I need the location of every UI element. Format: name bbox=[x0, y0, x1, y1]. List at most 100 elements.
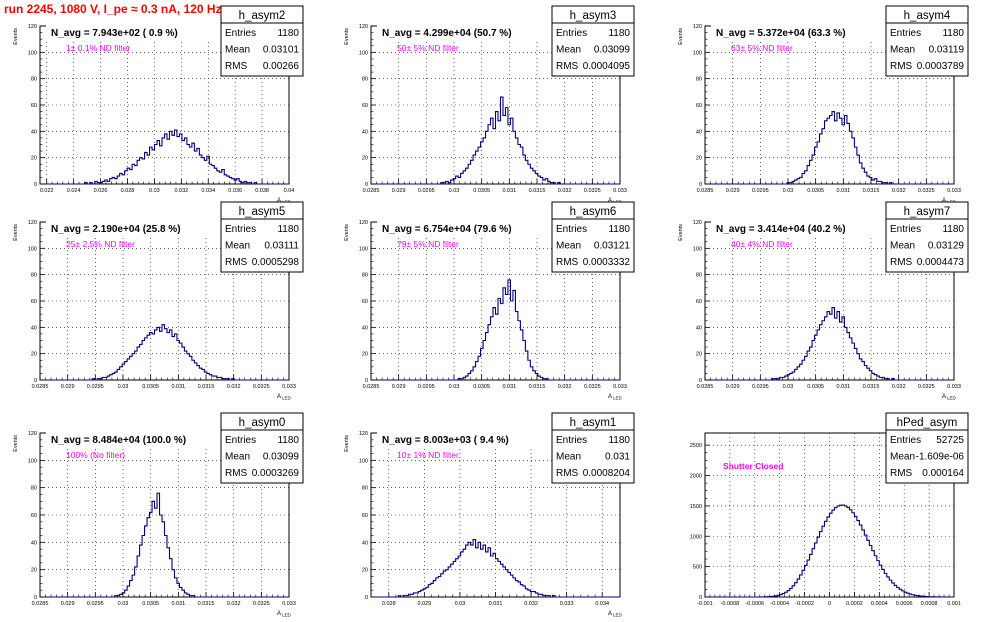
x-tick-label: 0.032 bbox=[227, 601, 241, 607]
y-axis-label: Events bbox=[678, 224, 684, 241]
stat-value-rms: 0.0008204 bbox=[583, 468, 631, 479]
x-tick-label: -0.0002 bbox=[795, 601, 814, 607]
histogram-title: N_avg = 4.299e+04 (50.7 %) bbox=[382, 28, 512, 39]
y-axis-label: Events bbox=[678, 28, 684, 45]
x-tick-label: 0.034 bbox=[201, 188, 215, 194]
histogram-line bbox=[40, 492, 289, 598]
filter-annotation: Shutter Closed bbox=[723, 461, 783, 471]
y-tick-label: 40 bbox=[31, 325, 37, 331]
stat-label-mean: Mean bbox=[890, 45, 915, 56]
x-tick-label: 0.0315 bbox=[863, 188, 880, 194]
x-tick-label: 0.0295 bbox=[418, 384, 435, 390]
histogram-pad-h_asym7: 0.0285 0.029 0.0295 0.03 0.0305 0.031 0.0315 0.… bbox=[678, 201, 969, 401]
histogram-name: h_asym5 bbox=[239, 206, 286, 218]
histogram-pad-h_asym0: 0.0285 0.029 0.0295 0.03 0.0305 0.031 0.0315 0.… bbox=[13, 412, 304, 618]
x-axis-label: ALED bbox=[942, 394, 957, 401]
y-tick-label: 40 bbox=[362, 325, 368, 331]
y-axis-label: Events bbox=[13, 435, 19, 452]
stat-value-rms: 0.0004095 bbox=[583, 61, 631, 72]
y-tick-label: 0 bbox=[34, 378, 37, 384]
x-tick-label: 0.0315 bbox=[198, 601, 215, 607]
y-tick-label: 100 bbox=[359, 458, 368, 464]
x-tick-label: 0.0305 bbox=[807, 384, 824, 390]
stat-label-rms: RMS bbox=[225, 257, 248, 268]
x-tick-label: 0.029 bbox=[726, 188, 740, 194]
stat-value-entries: 1180 bbox=[942, 224, 964, 235]
stat-label-entries: Entries bbox=[556, 224, 587, 235]
title-box bbox=[711, 25, 887, 40]
y-tick-label: 40 bbox=[696, 325, 702, 331]
filter-annotation: 100% (No filter) bbox=[66, 450, 125, 460]
x-tick-label: 0.031 bbox=[171, 601, 185, 607]
filter-annotation: 50± 5% ND filter bbox=[397, 43, 459, 53]
stat-value-mean: 0.03129 bbox=[928, 241, 965, 252]
histogram-title: N_avg = 8.484e+04 (100.0 %) bbox=[51, 435, 186, 446]
x-tick-label: 0.031 bbox=[836, 188, 850, 194]
y-tick-label: 80 bbox=[362, 486, 368, 492]
y-tick-label: 2000 bbox=[690, 474, 702, 480]
y-tick-label: 0 bbox=[34, 182, 37, 188]
y-tick-label: 80 bbox=[31, 273, 37, 279]
x-tick-label: 0.036 bbox=[228, 188, 242, 194]
stat-label-mean: Mean bbox=[890, 452, 915, 463]
stat-label-mean: Mean bbox=[890, 241, 915, 252]
x-tick-label: 0.031 bbox=[489, 601, 503, 607]
histogram-name: h_asym2 bbox=[239, 10, 286, 22]
histogram-name: h_asym7 bbox=[904, 206, 951, 218]
x-tick-label: -0.0004 bbox=[770, 601, 789, 607]
histogram-pad-h_asym1: 0.028 0.029 0.03 0.031 0.032 0.033 0.034 0 20 40 6… bbox=[344, 412, 635, 618]
stat-value-rms: 0.00266 bbox=[263, 61, 300, 72]
y-tick-label: 120 bbox=[359, 220, 368, 226]
y-tick-label: 80 bbox=[31, 486, 37, 492]
y-tick-label: 0 bbox=[699, 378, 702, 384]
x-tick-label: 0.0004 bbox=[871, 601, 888, 607]
y-tick-label: 20 bbox=[362, 156, 368, 162]
x-tick-label: 0.033 bbox=[282, 384, 296, 390]
histogram-name: h_asym3 bbox=[570, 10, 617, 22]
title-box bbox=[46, 432, 222, 447]
x-tick-label: 0.0285 bbox=[32, 384, 49, 390]
x-tick-label: 0.0305 bbox=[473, 188, 490, 194]
y-tick-label: 120 bbox=[693, 220, 702, 226]
histogram-title: N_avg = 2.190e+04 (25.8 %) bbox=[51, 224, 181, 235]
stat-label-rms: RMS bbox=[225, 61, 248, 72]
stat-value-entries: 1180 bbox=[277, 28, 299, 39]
y-tick-label: 120 bbox=[359, 431, 368, 437]
stats-box: h_asym6 Entries 1180 Mean 0.03121 RMS 0.000333… bbox=[551, 201, 635, 273]
x-tick-label: 0.032 bbox=[524, 601, 538, 607]
y-tick-label: 0 bbox=[365, 595, 368, 601]
stats-box: h_asym3 Entries 1180 Mean 0.03099 RMS 0.000409… bbox=[551, 5, 635, 77]
y-tick-label: 120 bbox=[693, 24, 702, 30]
filter-annotation: 1± 0.1% ND filter bbox=[66, 43, 130, 53]
stat-label-mean: Mean bbox=[225, 241, 250, 252]
title-box bbox=[711, 221, 887, 236]
y-tick-label: 2500 bbox=[690, 443, 702, 449]
x-tick-label: 0.03 bbox=[455, 601, 466, 607]
y-tick-label: 100 bbox=[693, 246, 702, 252]
stat-value-mean: 0.03111 bbox=[264, 241, 299, 252]
stat-value-rms: 0.0003332 bbox=[583, 257, 631, 268]
x-tick-label: -0.0006 bbox=[745, 601, 764, 607]
y-tick-label: 80 bbox=[696, 77, 702, 83]
y-tick-label: 100 bbox=[693, 50, 702, 56]
histogram-title: N_avg = 6.754e+04 (79.6 %) bbox=[382, 224, 512, 235]
x-tick-label: 0.03 bbox=[449, 384, 460, 390]
stat-label-mean: Mean bbox=[556, 45, 581, 56]
x-axis-label: ALED bbox=[608, 394, 623, 401]
y-tick-label: 60 bbox=[31, 513, 37, 519]
filter-annotation: 25± 2.5% ND filter bbox=[66, 239, 135, 249]
filter-annotation: 10± 1% ND filter bbox=[397, 450, 459, 460]
stat-label-entries: Entries bbox=[225, 224, 256, 235]
y-tick-label: 0 bbox=[34, 595, 37, 601]
stat-value-entries: 1180 bbox=[277, 435, 299, 446]
x-tick-label: 0.0002 bbox=[846, 601, 863, 607]
stat-label-entries: Entries bbox=[225, 435, 256, 446]
stat-label-mean: Mean bbox=[556, 452, 581, 463]
y-tick-label: 0 bbox=[365, 378, 368, 384]
stat-value-mean: 0.03101 bbox=[263, 45, 300, 56]
filter-annotation: 63± 5% ND filter bbox=[731, 43, 793, 53]
y-tick-label: 500 bbox=[693, 565, 702, 571]
stats-box: h_asym4 Entries 1180 Mean 0.03119 RMS 0.000378… bbox=[885, 5, 969, 77]
title-box bbox=[377, 432, 553, 447]
